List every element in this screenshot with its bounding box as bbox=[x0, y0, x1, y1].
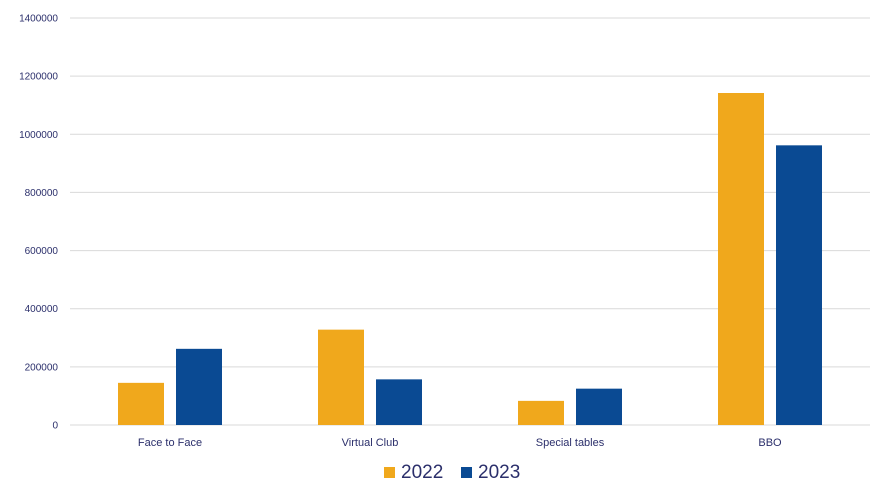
bar-2022-face-to-face bbox=[118, 382, 164, 425]
legend: 2022 2023 bbox=[384, 462, 520, 483]
y-tick-label: 600000 bbox=[25, 246, 59, 257]
bars bbox=[118, 93, 822, 426]
y-tick-label: 1200000 bbox=[19, 72, 58, 83]
y-tick-label: 0 bbox=[52, 421, 58, 432]
y-tick-label: 1000000 bbox=[19, 130, 58, 141]
legend-swatch-2022 bbox=[384, 467, 395, 478]
legend-label-2022: 2022 bbox=[401, 462, 443, 483]
legend-label-2023: 2023 bbox=[478, 462, 520, 483]
y-axis: 0 200000 400000 600000 800000 1000000 1200000 1… bbox=[19, 14, 58, 432]
legend-swatch-2023 bbox=[461, 467, 472, 478]
x-category-label: BBO bbox=[758, 437, 782, 449]
x-category-label: Special tables bbox=[536, 437, 605, 449]
bar-2023-virtual-club bbox=[376, 379, 422, 425]
x-category-label: Face to Face bbox=[138, 437, 202, 449]
bar-2023-bbo bbox=[776, 145, 822, 425]
y-tick-label: 800000 bbox=[25, 188, 59, 199]
x-category-label: Virtual Club bbox=[342, 437, 399, 449]
bar-2022-bbo bbox=[718, 93, 764, 426]
x-axis: Face to Face Virtual Club Special tables BB… bbox=[138, 437, 782, 449]
y-tick-label: 200000 bbox=[25, 362, 59, 373]
bar-2022-special-tables bbox=[518, 400, 564, 425]
y-tick-label: 1400000 bbox=[19, 14, 58, 25]
bar-2023-special-tables bbox=[576, 388, 622, 425]
bar-2022-virtual-club bbox=[318, 329, 364, 425]
y-tick-label: 400000 bbox=[25, 304, 59, 315]
bar-2023-face-to-face bbox=[176, 348, 222, 425]
